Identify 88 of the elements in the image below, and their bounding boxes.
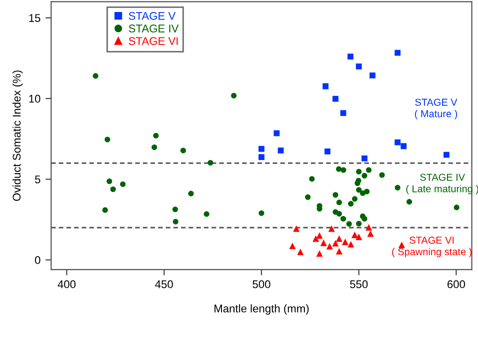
point bbox=[340, 216, 346, 222]
point bbox=[356, 63, 362, 70]
point bbox=[351, 232, 358, 238]
point bbox=[104, 136, 110, 142]
point bbox=[356, 234, 362, 240]
point bbox=[342, 238, 348, 246]
point bbox=[92, 73, 98, 79]
point bbox=[322, 83, 328, 90]
point bbox=[340, 167, 346, 173]
point bbox=[188, 190, 194, 196]
y-axis-title: Oviduct Somatic Index (%) bbox=[12, 70, 23, 201]
point bbox=[394, 139, 401, 146]
point bbox=[102, 207, 108, 213]
point bbox=[356, 220, 362, 226]
point bbox=[231, 92, 237, 98]
point bbox=[366, 224, 372, 231]
point bbox=[152, 144, 158, 150]
point bbox=[394, 184, 400, 190]
point bbox=[172, 218, 178, 224]
point bbox=[348, 241, 354, 248]
point bbox=[258, 146, 264, 152]
point bbox=[336, 210, 342, 217]
point bbox=[289, 242, 296, 250]
legend-label: STAGE IV bbox=[128, 24, 179, 32]
point bbox=[336, 248, 342, 254]
point bbox=[444, 152, 450, 158]
point bbox=[356, 168, 362, 174]
x-tick-label: 550 bbox=[350, 280, 368, 288]
point bbox=[332, 96, 338, 102]
annotation: STAGE VI ( Spawning state ) bbox=[392, 236, 472, 258]
point bbox=[406, 199, 412, 205]
point bbox=[332, 192, 338, 198]
point bbox=[348, 54, 354, 60]
point bbox=[326, 242, 333, 250]
point bbox=[454, 204, 460, 210]
point bbox=[336, 166, 342, 172]
point bbox=[258, 210, 264, 216]
point bbox=[324, 148, 330, 154]
point bbox=[336, 235, 342, 242]
point bbox=[309, 176, 315, 182]
point bbox=[332, 240, 339, 247]
point bbox=[208, 160, 214, 166]
point bbox=[328, 225, 335, 232]
point bbox=[340, 110, 346, 116]
point bbox=[362, 155, 368, 162]
y-tick-label: 0 bbox=[34, 256, 40, 264]
y-tick-label: 10 bbox=[29, 94, 40, 103]
x-tick-label: 500 bbox=[252, 280, 270, 288]
point bbox=[120, 181, 126, 187]
point bbox=[316, 250, 323, 257]
point bbox=[278, 148, 284, 154]
point bbox=[274, 130, 280, 136]
point bbox=[356, 187, 362, 193]
point bbox=[379, 172, 385, 178]
point bbox=[312, 235, 320, 242]
y-tick-label: 15 bbox=[29, 14, 40, 22]
point bbox=[293, 225, 300, 232]
point bbox=[305, 194, 311, 200]
point bbox=[172, 206, 178, 212]
point bbox=[400, 143, 407, 150]
point bbox=[180, 148, 186, 154]
annotation: STAGE V ( Mature ) bbox=[414, 98, 458, 120]
point bbox=[366, 167, 372, 173]
x-tick-label: 400 bbox=[58, 280, 76, 288]
point bbox=[362, 216, 368, 222]
legend-label: STAGE VI bbox=[128, 37, 178, 46]
x-tick-label: 600 bbox=[448, 280, 466, 288]
y-tick-label: 5 bbox=[34, 176, 40, 184]
point bbox=[316, 232, 323, 239]
point bbox=[352, 196, 358, 202]
x-axis-title: Mantle length (mm) bbox=[214, 304, 309, 315]
point bbox=[348, 200, 354, 207]
point bbox=[320, 240, 327, 246]
point bbox=[362, 172, 368, 178]
point bbox=[370, 72, 376, 78]
x-tick-label: 450 bbox=[155, 280, 173, 288]
point bbox=[106, 178, 112, 184]
point bbox=[204, 211, 210, 217]
point bbox=[258, 154, 264, 160]
point bbox=[346, 221, 352, 227]
point bbox=[297, 248, 304, 256]
point bbox=[367, 230, 374, 237]
point bbox=[336, 200, 342, 206]
point bbox=[364, 188, 370, 194]
point bbox=[110, 186, 116, 192]
legend-label: STAGE V bbox=[128, 12, 176, 20]
point bbox=[394, 50, 401, 56]
point bbox=[153, 132, 159, 138]
